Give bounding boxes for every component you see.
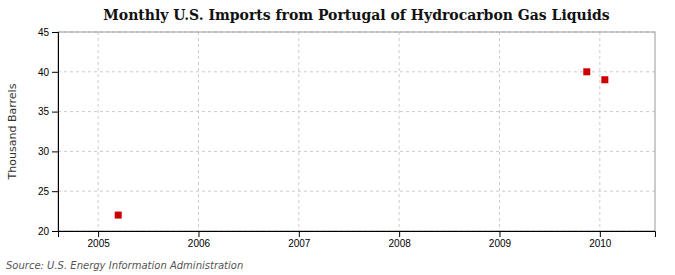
axis-line: [52, 33, 59, 232]
tick-label: 30: [38, 146, 50, 157]
tick: 35: [38, 106, 58, 117]
tick: 2007: [288, 231, 311, 249]
tick-mark: [499, 231, 500, 237]
tick: 40: [38, 67, 58, 78]
grid-line-x: [98, 32, 99, 231]
tick: 25: [38, 186, 58, 197]
tick-label: 2008: [389, 238, 412, 249]
axis-line: [59, 232, 656, 238]
tick: 2010: [589, 231, 612, 249]
plot-frame: [58, 32, 655, 231]
point: [583, 68, 590, 75]
tick: 2005: [88, 231, 111, 249]
tick-label: 45: [38, 27, 50, 38]
tick-mark: [52, 72, 58, 73]
tick: 45: [38, 27, 58, 38]
grid: [58, 32, 655, 231]
tick-label: 20: [38, 226, 50, 237]
tick-label: 2007: [288, 238, 311, 249]
tick-mark: [98, 231, 99, 237]
points: [115, 68, 609, 218]
tick-label: 2010: [589, 238, 612, 249]
tick-mark: [399, 231, 400, 237]
tick-mark: [299, 231, 300, 237]
tick: 2009: [489, 231, 512, 249]
tick-mark: [52, 151, 58, 152]
tick-mark: [52, 112, 58, 113]
y-axis: 20 25 30 35 40 45: [38, 27, 59, 237]
chart: 2005 2006 2007 2008 2009 2010 20 25 30 35 40 45 Mont…: [0, 0, 675, 275]
tick: 2006: [188, 231, 211, 249]
grid-line-y: [58, 191, 655, 192]
tick: 20: [38, 226, 58, 237]
grid-line-x: [298, 32, 299, 231]
point: [601, 76, 608, 83]
tick-label: 40: [38, 67, 50, 78]
tick: 2008: [389, 231, 412, 249]
source-note: Source: U.S. Energy Information Administ…: [6, 260, 243, 271]
grid-line-x: [198, 32, 199, 231]
tick-mark: [52, 231, 58, 232]
grid-line-y: [58, 71, 655, 72]
tick-label: 35: [38, 106, 50, 117]
tick-mark: [52, 32, 58, 33]
plot: 2005 2006 2007 2008 2009 2010 20 25 30 35 40 45: [38, 27, 656, 249]
grid-line-x: [499, 32, 500, 231]
tick-label: 25: [38, 186, 50, 197]
tick: 30: [38, 146, 58, 157]
tick-mark: [600, 231, 601, 237]
tick-label: 2009: [489, 238, 512, 249]
tick-label: 2005: [88, 238, 111, 249]
y-axis-title: Thousand Barrels: [6, 83, 19, 180]
grid-line-x: [399, 32, 400, 231]
grid-line-y: [58, 151, 655, 152]
grid-line-y: [58, 111, 655, 112]
tick-mark: [198, 231, 199, 237]
tick-label: 2006: [188, 238, 211, 249]
point: [115, 212, 122, 219]
tick-mark: [52, 191, 58, 192]
x-axis: 2005 2006 2007 2008 2009 2010: [59, 231, 656, 249]
title: Monthly U.S. Imports from Portugal of Hy…: [103, 7, 609, 23]
grid-line-x: [599, 32, 600, 231]
